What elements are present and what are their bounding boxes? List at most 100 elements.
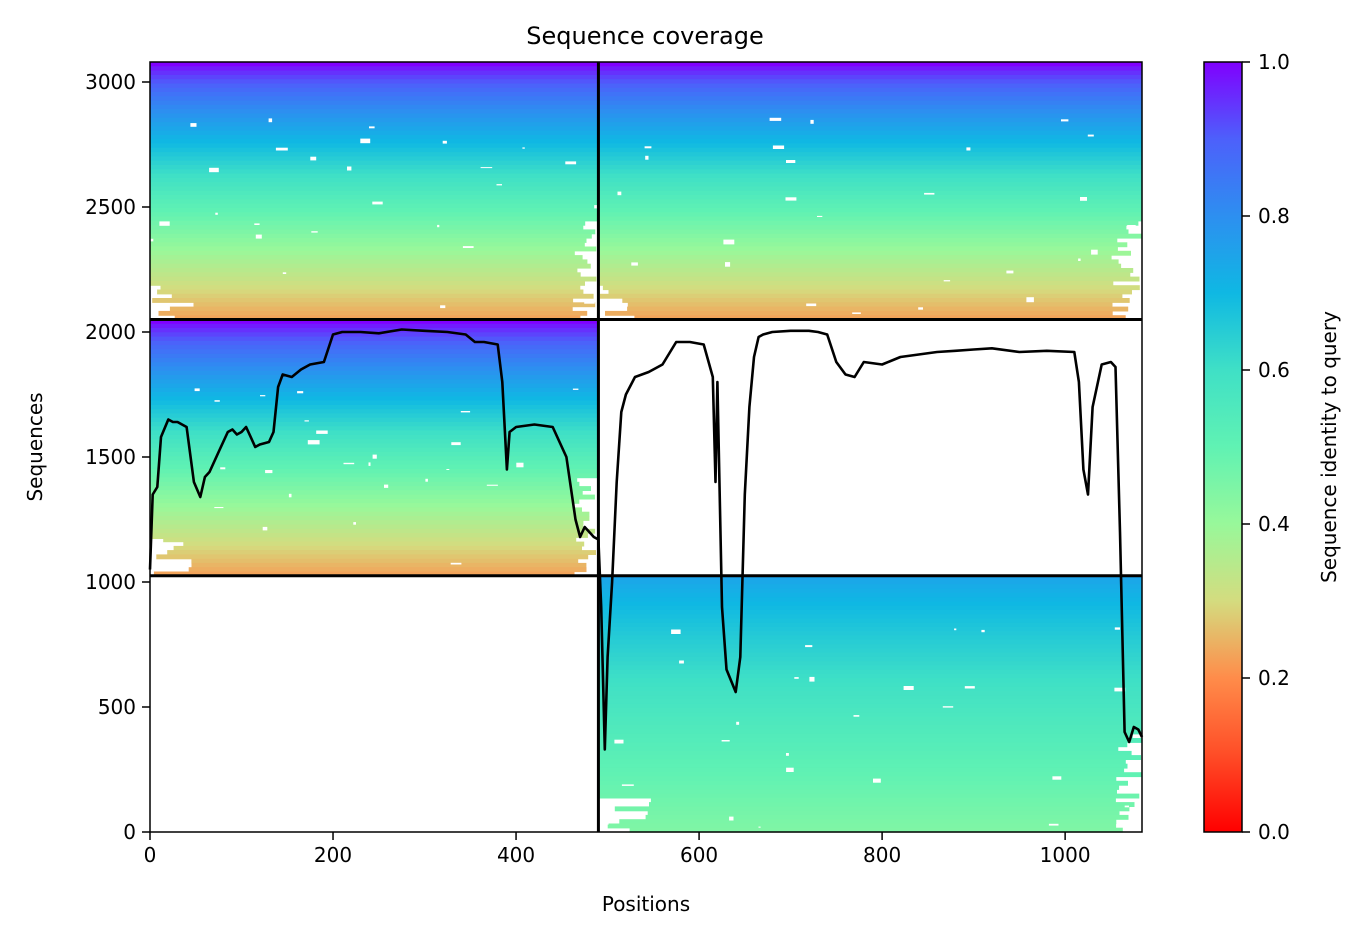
coverage-stripe (598, 575, 1142, 581)
x-tick-label: 400 (497, 843, 535, 867)
coverage-gap (369, 126, 375, 129)
coverage-gap (372, 454, 377, 459)
coverage-gap (806, 303, 817, 307)
coverage-stripe (598, 220, 1139, 226)
coverage-gap (1127, 225, 1136, 228)
coverage-stripe (598, 190, 1142, 196)
coverage-gap (450, 562, 462, 565)
coverage-stripe (598, 644, 1142, 649)
y-axis: 0 500 1000 1500 2000 2500 3000 (85, 70, 150, 844)
coverage-stripe (598, 605, 1142, 611)
heatmap-blocks (150, 62, 1142, 833)
coverage-stripe (150, 520, 584, 526)
coverage-stripe (598, 207, 1142, 213)
coverage-stripe (598, 104, 1142, 110)
coverage-stripe (608, 289, 1132, 295)
coverage-gap (304, 420, 309, 422)
coverage-stripe (150, 434, 599, 440)
coverage-gap (631, 262, 638, 266)
colorbar-tick-label: 1.0 (1258, 50, 1290, 74)
coverage-stripe (150, 447, 599, 453)
coverage-gap (451, 442, 461, 446)
coverage-stripe (150, 481, 580, 487)
coverage-stripe (150, 336, 599, 342)
coverage-stripe (150, 332, 599, 338)
coverage-stripe (150, 524, 584, 530)
coverage-stripe (598, 250, 1131, 256)
coverage-stripe (598, 627, 1142, 632)
coverage-stripe (598, 117, 1142, 123)
coverage-gap (942, 706, 954, 708)
coverage-stripe (598, 682, 1142, 688)
coverage-stripe (150, 229, 596, 235)
coverage-gap (440, 305, 446, 309)
colorbar: 0.0 0.2 0.4 0.6 0.8 1.0 Sequence identity to … (1203, 50, 1341, 844)
coverage-stripe (150, 135, 599, 140)
coverage-stripe (598, 592, 1142, 598)
coverage-stripe (598, 92, 1142, 97)
x-tick-label: 600 (680, 843, 718, 867)
coverage-gap (194, 388, 200, 392)
coverage-stripe (150, 255, 583, 260)
coverage-gap (288, 493, 292, 498)
coverage-stripe (150, 169, 599, 175)
coverage-gap (311, 231, 318, 233)
coverage-stripe (598, 580, 1142, 585)
coverage-stripe (627, 306, 1129, 312)
coverage-stripe (598, 139, 1142, 145)
coverage-stripe (598, 100, 1142, 106)
coverage-stripe (598, 648, 1142, 654)
coverage-stripe (150, 117, 599, 123)
coverage-stripe (598, 721, 1142, 726)
coverage-gap (310, 156, 317, 161)
coverage-stripe (627, 302, 1113, 308)
coverage-stripe (598, 177, 1142, 183)
coverage-stripe (150, 190, 599, 196)
coverage-stripe (598, 70, 1142, 76)
coverage-stripe (598, 66, 1142, 72)
coverage-stripe (150, 511, 590, 517)
coverage-stripe (598, 772, 1142, 778)
coverage-stripe (598, 160, 1142, 166)
x-tick-label: 200 (314, 843, 352, 867)
colorbar-ticks: 0.0 0.2 0.4 0.6 0.8 1.0 (1242, 50, 1290, 844)
coverage-stripe (150, 109, 599, 115)
block-mid-left (150, 319, 599, 577)
coverage-stripe (169, 306, 573, 312)
colorbar-tick-label: 0.0 (1258, 820, 1290, 844)
coverage-gap (496, 184, 502, 186)
coverage-stripe (645, 814, 1129, 820)
coverage-stripe (598, 686, 1142, 692)
colorbar-tick-label: 0.2 (1258, 666, 1290, 690)
coverage-stripe (598, 708, 1142, 713)
coverage-stripe (150, 340, 599, 346)
coverage-stripe (158, 310, 588, 316)
coverage-gap (265, 470, 273, 474)
coverage-stripe (598, 665, 1142, 671)
coverage-stripe (598, 738, 1142, 743)
coverage-stripe (598, 780, 1128, 786)
x-tick-label: 0 (144, 843, 157, 867)
coverage-line (148, 328, 1144, 751)
coverage-stripe (150, 379, 599, 385)
coverage-stripe (150, 242, 585, 248)
coverage-stripe (150, 268, 578, 273)
coverage-stripe (598, 280, 1114, 286)
x-tick-label: 800 (863, 843, 901, 867)
coverage-stripe (150, 160, 599, 166)
coverage-stripe (607, 823, 1117, 829)
coverage-gap (772, 145, 785, 149)
x-axis: 0 200 400 600 800 1000 (144, 832, 1091, 867)
coverage-gap (736, 721, 740, 725)
coverage-gap (220, 467, 226, 470)
coverage-gap (1114, 687, 1126, 692)
y-tick-label: 3000 (85, 70, 136, 94)
coverage-stripe (598, 618, 1142, 624)
coverage-stripe (150, 122, 599, 127)
coverage-stripe (598, 639, 1142, 645)
coverage-stripe (150, 400, 599, 406)
coverage-stripe (649, 802, 1135, 807)
coverage-gap (275, 147, 288, 151)
coverage-stripe (598, 83, 1142, 89)
